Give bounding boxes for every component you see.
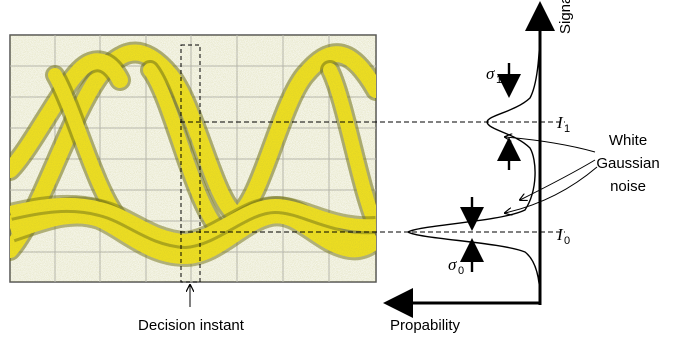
svg-text:1: 1	[564, 123, 570, 135]
svg-text:noise: noise	[610, 178, 646, 195]
signal-axis-label: Signal	[557, 0, 574, 34]
svg-text:White: White	[609, 132, 647, 149]
level-zero-label: I 0	[556, 225, 570, 247]
level-one-label: I 1	[556, 113, 570, 135]
svg-text:Gaussian: Gaussian	[596, 155, 659, 172]
svg-text:1: 1	[496, 74, 502, 86]
decision-instant-label: Decision instant	[138, 317, 245, 334]
svg-text:I: I	[556, 225, 564, 244]
probability-axis-label: Propability	[390, 317, 461, 334]
sigma-zero-label: σ 0	[448, 255, 464, 277]
svg-text:σ: σ	[486, 64, 495, 83]
eye-traces	[10, 35, 376, 282]
oscilloscope-screen	[9, 34, 377, 283]
sigma-one-label: σ 1	[486, 64, 502, 86]
noise-pointer-2	[520, 159, 596, 200]
noise-pointer-1	[505, 137, 596, 153]
noise-annotation: White Gaussian noise	[596, 132, 659, 195]
gaussian-curve	[406, 19, 541, 301]
noise-pointer-3	[505, 166, 598, 213]
decision-window	[180, 44, 201, 283]
svg-text:0: 0	[458, 265, 464, 277]
svg-text:0: 0	[564, 235, 570, 247]
svg-text:σ: σ	[448, 255, 457, 274]
svg-text:I: I	[556, 113, 564, 132]
